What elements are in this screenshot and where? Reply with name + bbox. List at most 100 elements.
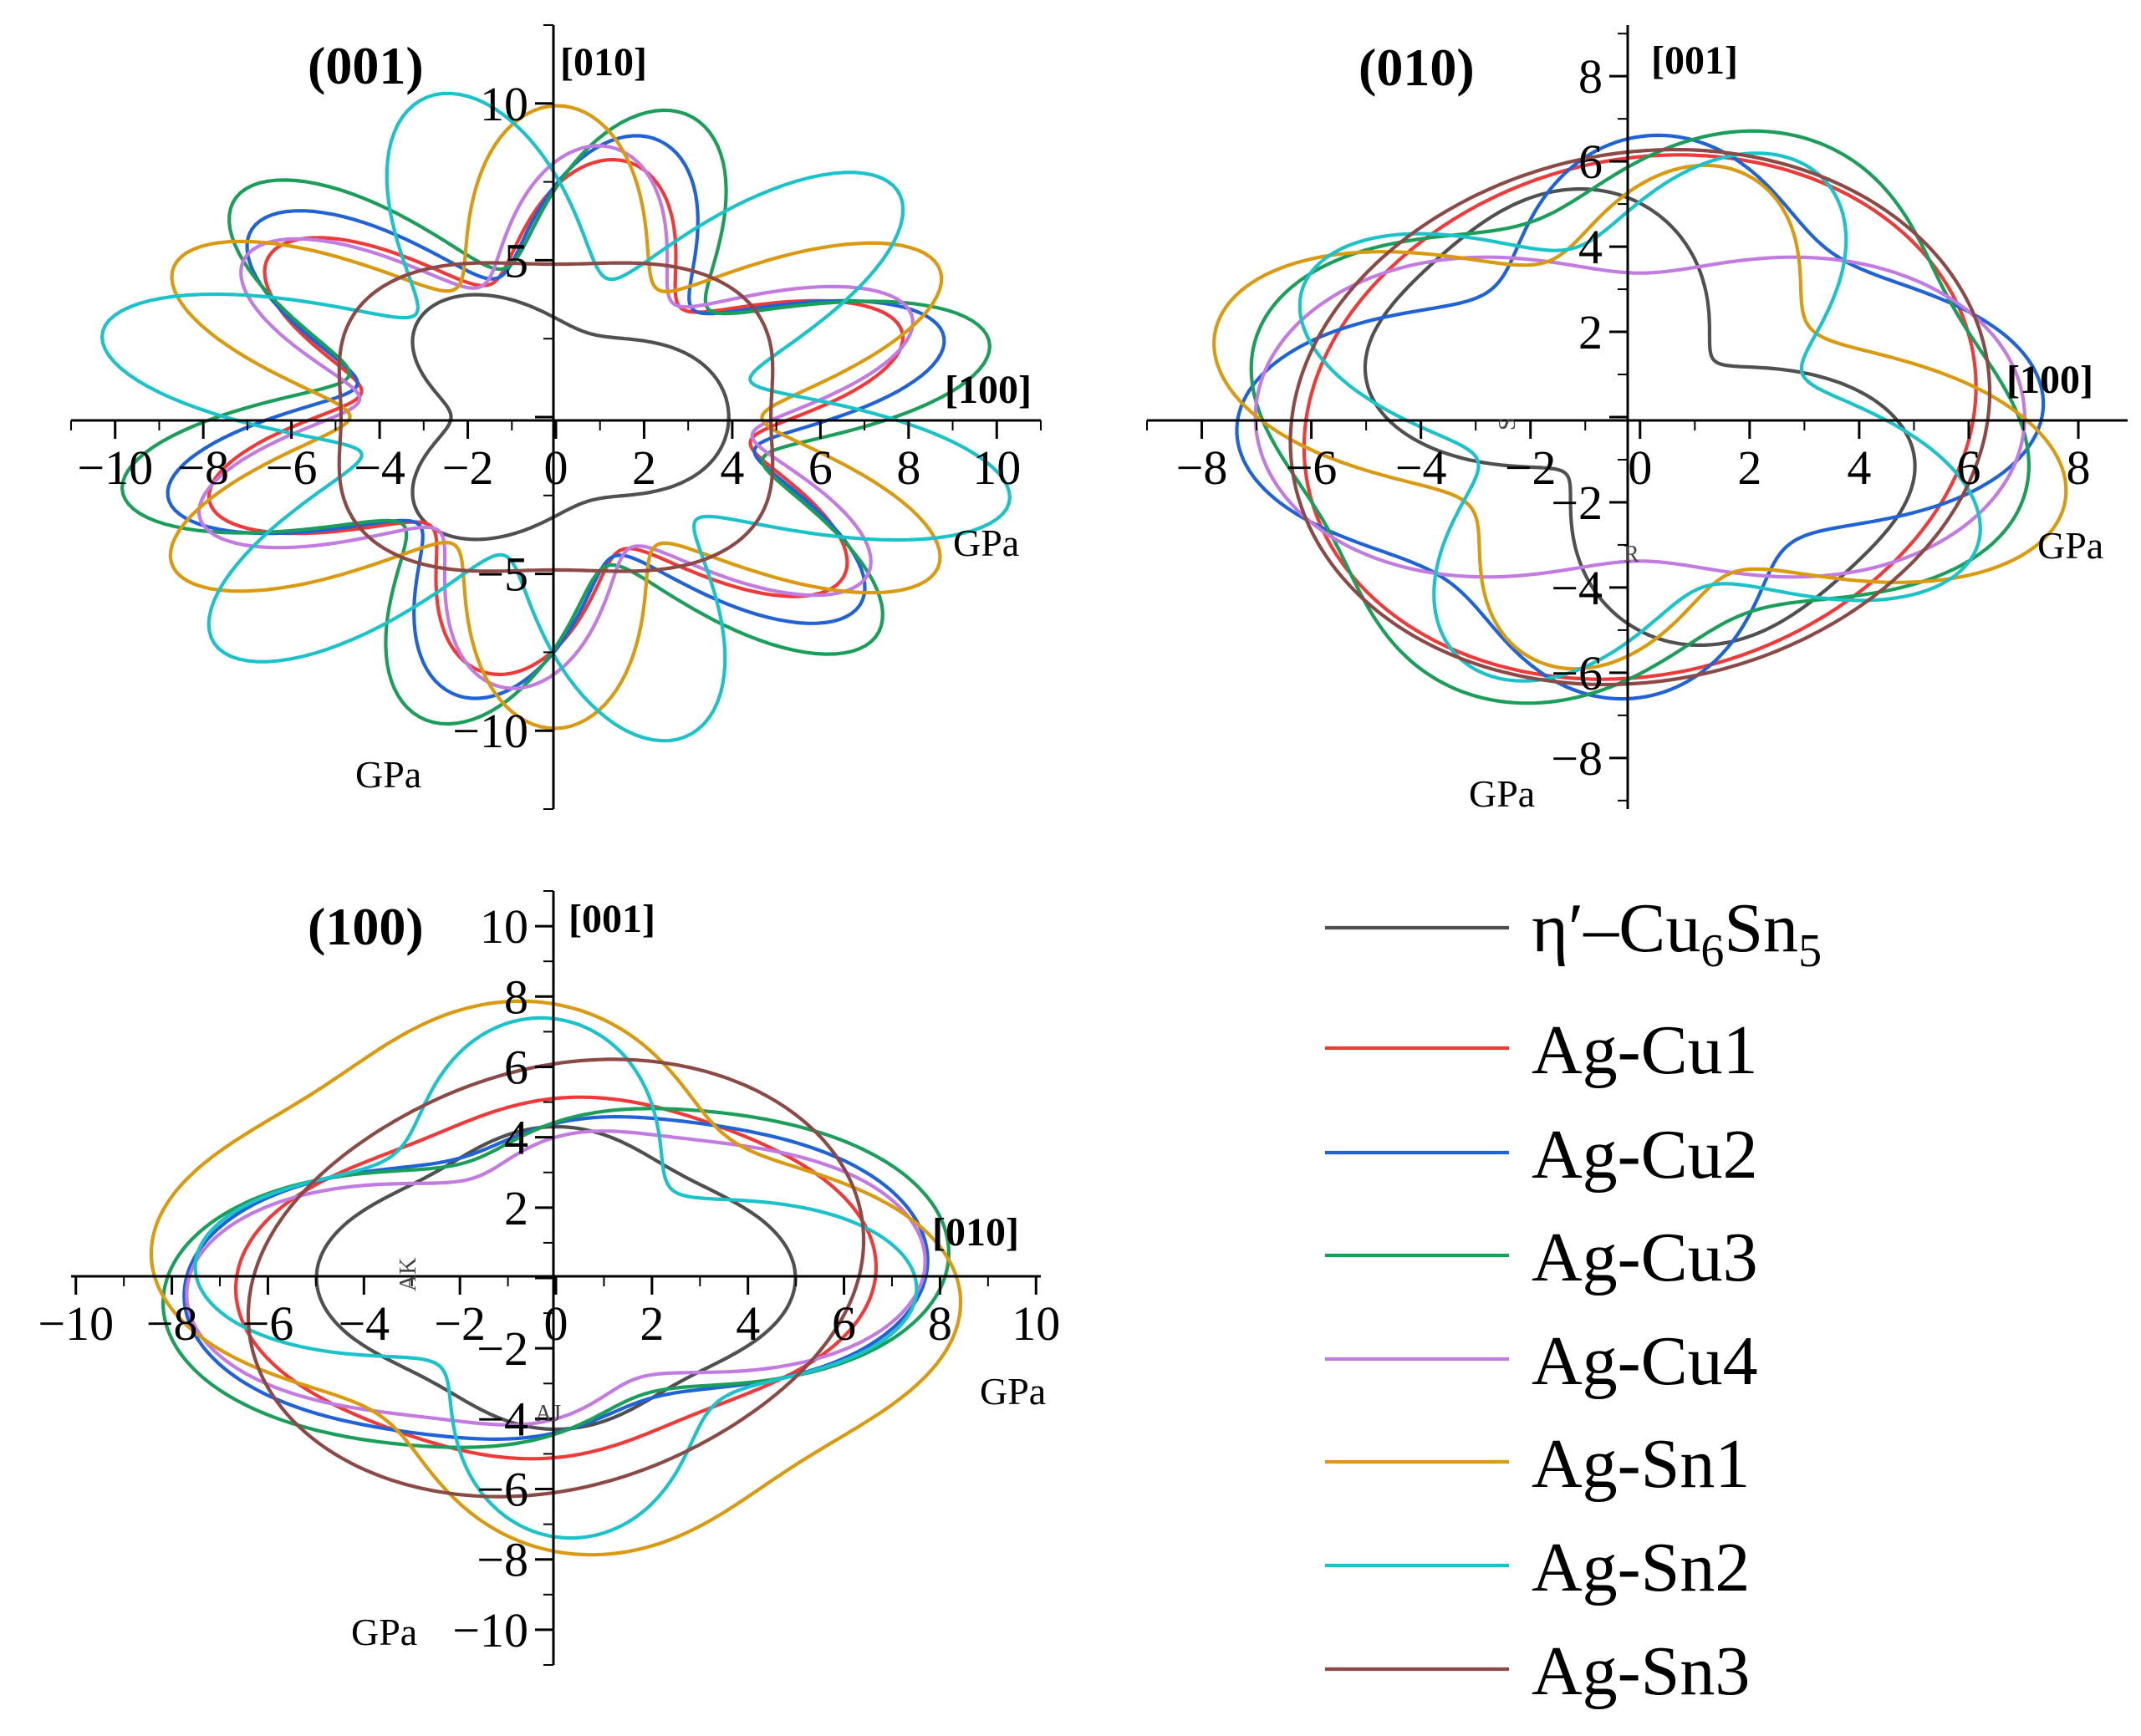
legend: η′–Cu6Sn5 Ag-Cu1 Ag-Cu2 Ag-Cu3 Ag-Cu4 Ag… [1325,889,1822,1710]
x-tick-label: −6 [1286,440,1338,495]
legend-item: Ag-Cu2 [1325,1116,1758,1194]
series-curve-ag-cu1 [206,157,905,677]
panel-100-y-unit: GPa [351,1611,417,1653]
series-curve-ag-cu1 [1302,153,1978,681]
y-tick-label: −6 [1551,646,1603,700]
series-curve-ag-sn2 [193,1016,919,1540]
y-tick-label: −2 [477,1321,528,1376]
y-tick-label: 6 [504,1040,528,1094]
legend-item: Ag-Cu1 [1325,1011,1758,1089]
series-curve-ag-sn3 [1288,147,1992,687]
series-curve-ag-cu2 [166,134,946,700]
panel-100-x-direction: [010] [932,1210,1019,1255]
series-curve-ag-cu4 [1253,255,2026,579]
panel-100-axes: −10 −8 −6 −4 −2 0 2 4 6 8 10 −10 −8 −6 −4 −2 2 4 6 8 10 [38,890,1060,1666]
x-tick-label: −10 [77,440,153,495]
panel-100-y-direction: [001] [568,897,655,941]
x-tick-label: −8 [177,440,229,495]
panel-001: −10 −8 −6 −4 −2 0 2 4 6 8 10 −10 −5 5 10 (001) [010] [… [70,24,1042,810]
y-tick-label: 8 [504,970,528,1024]
x-tick-label: 0 [544,1296,568,1351]
legend-label: Ag-Sn3 [1532,1632,1750,1710]
legend-item: Ag-Cu4 [1325,1322,1758,1400]
y-tick-label: −4 [1551,561,1603,615]
x-tick-label: 4 [1847,440,1871,495]
panel-010-y-direction: [001] [1651,38,1738,83]
legend-label: Ag-Cu3 [1532,1219,1758,1296]
x-tick-label: 4 [720,440,744,495]
y-tick-label: 8 [1578,49,1603,104]
x-tick-label: −4 [1395,440,1447,495]
x-tick-label: 2 [640,1296,664,1351]
y-tick-label: 2 [504,1181,528,1235]
x-tick-label: −4 [338,1296,390,1351]
x-tick-label: 0 [1628,440,1652,495]
x-tick-label: 4 [736,1296,760,1351]
legend-label: Ag-Sn2 [1532,1529,1750,1606]
x-tick-label: −2 [1505,440,1557,495]
x-tick-label: 10 [1012,1296,1060,1351]
x-tick-label: −2 [434,1296,486,1351]
x-tick-label: −8 [1176,440,1228,495]
x-tick-label: −6 [266,440,318,495]
x-tick-label: 6 [832,1296,856,1351]
series-curve-ag-cu3 [120,108,992,726]
legend-label: η′–Cu6Sn5 [1532,889,1822,977]
panel-010-x-unit: GPa [2037,524,2103,567]
x-tick-label: −6 [242,1296,294,1351]
panel-001-x-direction: [100] [945,368,1032,412]
series-curve-ag-cu4 [185,1129,927,1427]
legend-label: Ag-Cu2 [1532,1116,1758,1194]
panel-010-annotation-r: R [1624,542,1639,568]
panel-001-y-direction: [010] [560,40,647,84]
x-tick-label: 2 [1737,440,1761,495]
panel-100: −10 −8 −6 −4 −2 0 2 4 6 8 10 −10 −8 −6 −4 −2 2 4 6 8 10 (100… [38,890,1060,1666]
panel-001-title: (001) [308,36,424,95]
legend-item: Ag-Cu3 [1325,1219,1758,1296]
panel-100-annotation-aj: AJ [535,1401,561,1427]
panel-010: −8 −6 −4 −2 0 2 4 6 8 −8 −6 −4 −2 2 4 6 8 (010) [001] [1… [1146,25,2128,815]
panel-010-curves [1212,129,2068,705]
series-curve-ag-sn1 [168,104,944,731]
panel-010-title: (010) [1359,38,1475,97]
y-tick-label: 10 [480,77,528,131]
y-tick-label: −10 [452,1603,528,1657]
x-tick-label: −2 [442,440,494,495]
legend-item: Ag-Sn1 [1325,1425,1750,1503]
series-curve--cu6sn5 [410,293,731,542]
legend-label: Ag-Cu1 [1532,1011,1758,1089]
x-tick-label: 2 [632,440,656,495]
series-curve-ag-sn3 [337,261,775,573]
x-tick-label: 6 [808,440,833,495]
panel-010-annotation-s: S [1495,417,1521,430]
series-curve-ag-cu2 [182,1115,930,1441]
legend-label: Ag-Cu4 [1532,1322,1758,1400]
y-tick-label: 5 [504,233,528,288]
y-tick-label: −8 [477,1533,528,1587]
panel-100-annotation-ak: AK [395,1258,421,1291]
x-tick-label: 8 [896,440,920,495]
panel-010-y-unit: GPa [1469,772,1535,815]
y-tick-label: 2 [1578,305,1603,359]
panel-010-axes: −8 −6 −4 −2 0 2 4 6 8 −8 −6 −4 −2 2 4 6 8 [1146,25,2128,809]
series-curve-ag-cu2 [1235,133,2046,701]
y-tick-label: 4 [1578,220,1603,274]
y-tick-label: 6 [1578,135,1603,189]
y-tick-label: 4 [504,1111,528,1165]
x-tick-label: −4 [354,440,405,495]
legend-item: η′–Cu6Sn5 [1325,889,1822,977]
x-tick-label: 8 [928,1296,952,1351]
x-tick-label: 10 [972,440,1021,495]
y-tick-label: 10 [480,899,528,954]
series-curve-ag-sn1 [1212,163,2068,671]
x-tick-label: 8 [2067,440,2091,495]
y-tick-label: −8 [1551,731,1603,786]
series-curve-ag-cu1 [234,1095,878,1461]
panel-001-curves [99,91,1012,743]
series-curve-ag-sn2 [1297,151,1982,683]
y-tick-label: −4 [477,1392,528,1446]
series-curve-ag-cu3 [161,1107,951,1449]
x-tick-label: −8 [146,1296,198,1351]
panel-010-x-direction: [100] [2006,358,2093,402]
series-curve-ag-sn3 [246,1057,866,1499]
